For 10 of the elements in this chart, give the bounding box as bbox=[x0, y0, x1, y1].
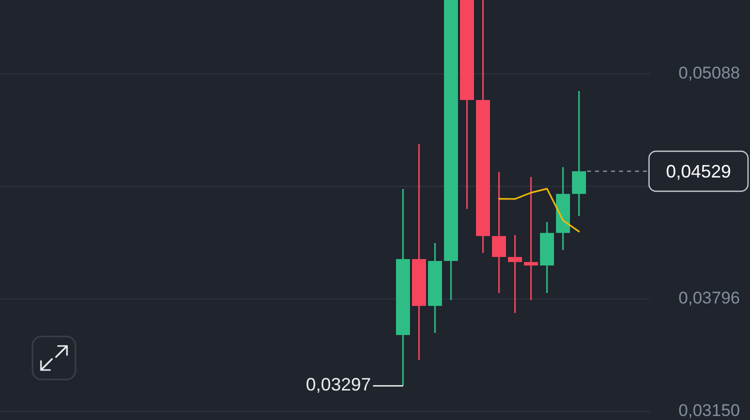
y-tick-label: 0,03150 bbox=[678, 400, 740, 420]
candlestick bbox=[508, 234, 522, 314]
y-tick-label: 0,05088 bbox=[678, 63, 740, 82]
line-series bbox=[498, 188, 580, 232]
text: 0,03297 bbox=[306, 374, 371, 395]
candlestick bbox=[524, 176, 538, 301]
candlestick bbox=[492, 171, 506, 294]
candlestick bbox=[572, 90, 586, 217]
y-tick-label: 0,03796 bbox=[678, 288, 740, 308]
ref-line-label: 0,04529 bbox=[666, 161, 732, 182]
